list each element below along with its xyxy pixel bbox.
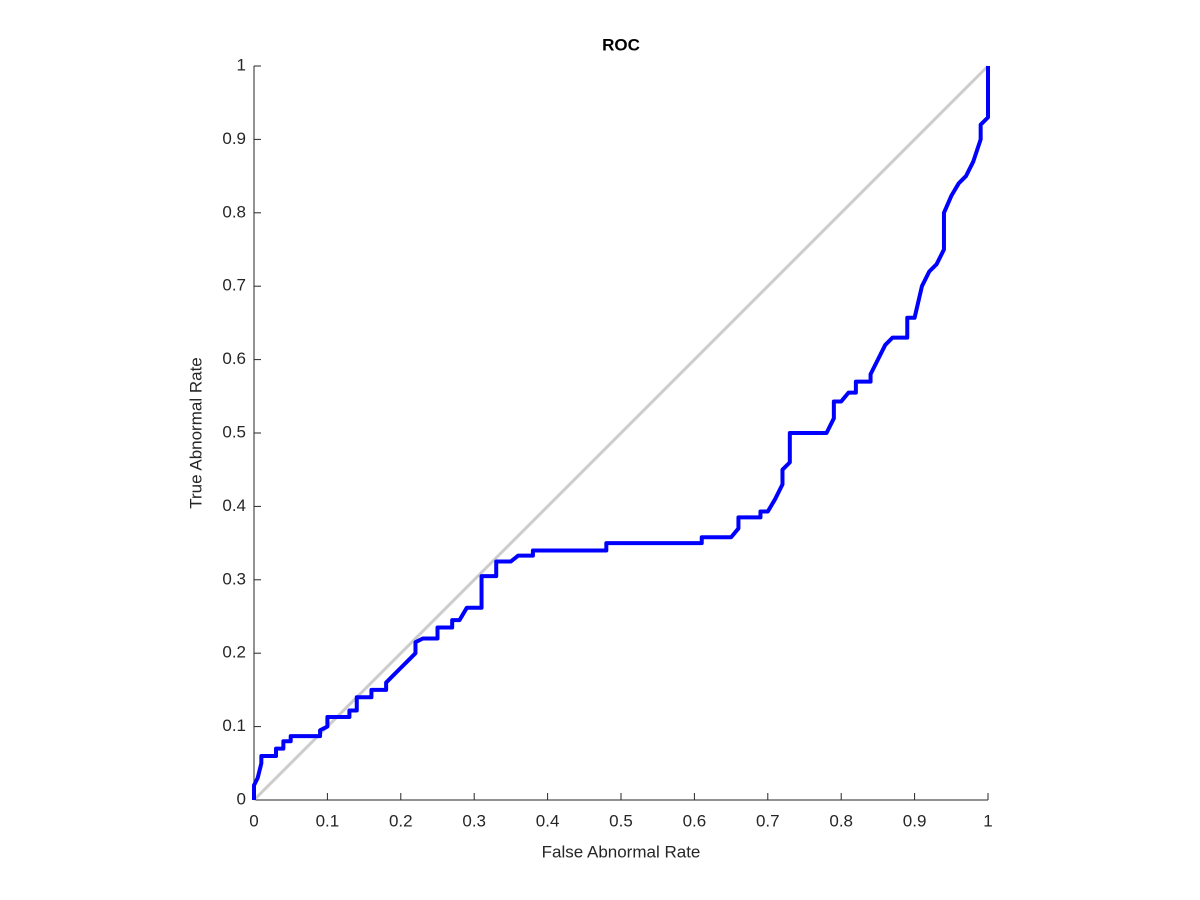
x-tick-label: 0.2 xyxy=(389,811,413,830)
y-tick-label: 0.6 xyxy=(222,349,246,368)
x-tick-label: 0.1 xyxy=(316,811,340,830)
chart-title: ROC xyxy=(602,35,640,54)
y-axis-label: True Abnormal Rate xyxy=(186,357,205,509)
y-tick-label: 0.3 xyxy=(222,569,246,588)
x-tick-label: 0.8 xyxy=(829,811,853,830)
y-tick-label: 0.7 xyxy=(222,276,246,295)
y-tick-label: 0.8 xyxy=(222,202,246,221)
y-tick-label: 1 xyxy=(237,55,246,74)
x-tick-label: 0.4 xyxy=(536,811,560,830)
y-tick-label: 0.1 xyxy=(222,716,246,735)
x-tick-label: 0 xyxy=(249,811,258,830)
series-line xyxy=(252,64,990,802)
x-tick-label: 0.5 xyxy=(609,811,633,830)
series-line xyxy=(252,66,990,800)
x-tick-label: 0.7 xyxy=(756,811,780,830)
y-tick-label: 0.5 xyxy=(222,422,246,441)
y-tick-label: 0.2 xyxy=(222,643,246,662)
y-tick-label: 0.9 xyxy=(222,129,246,148)
y-tick-label: 0 xyxy=(237,789,246,808)
x-tick-label: 0.6 xyxy=(683,811,707,830)
x-tick-label: 1 xyxy=(983,811,992,830)
y-tick-label: 0.4 xyxy=(222,496,246,515)
x-axis-label: False Abnormal Rate xyxy=(542,842,701,861)
x-tick-label: 0.9 xyxy=(903,811,927,830)
x-tick-label: 0.3 xyxy=(462,811,486,830)
